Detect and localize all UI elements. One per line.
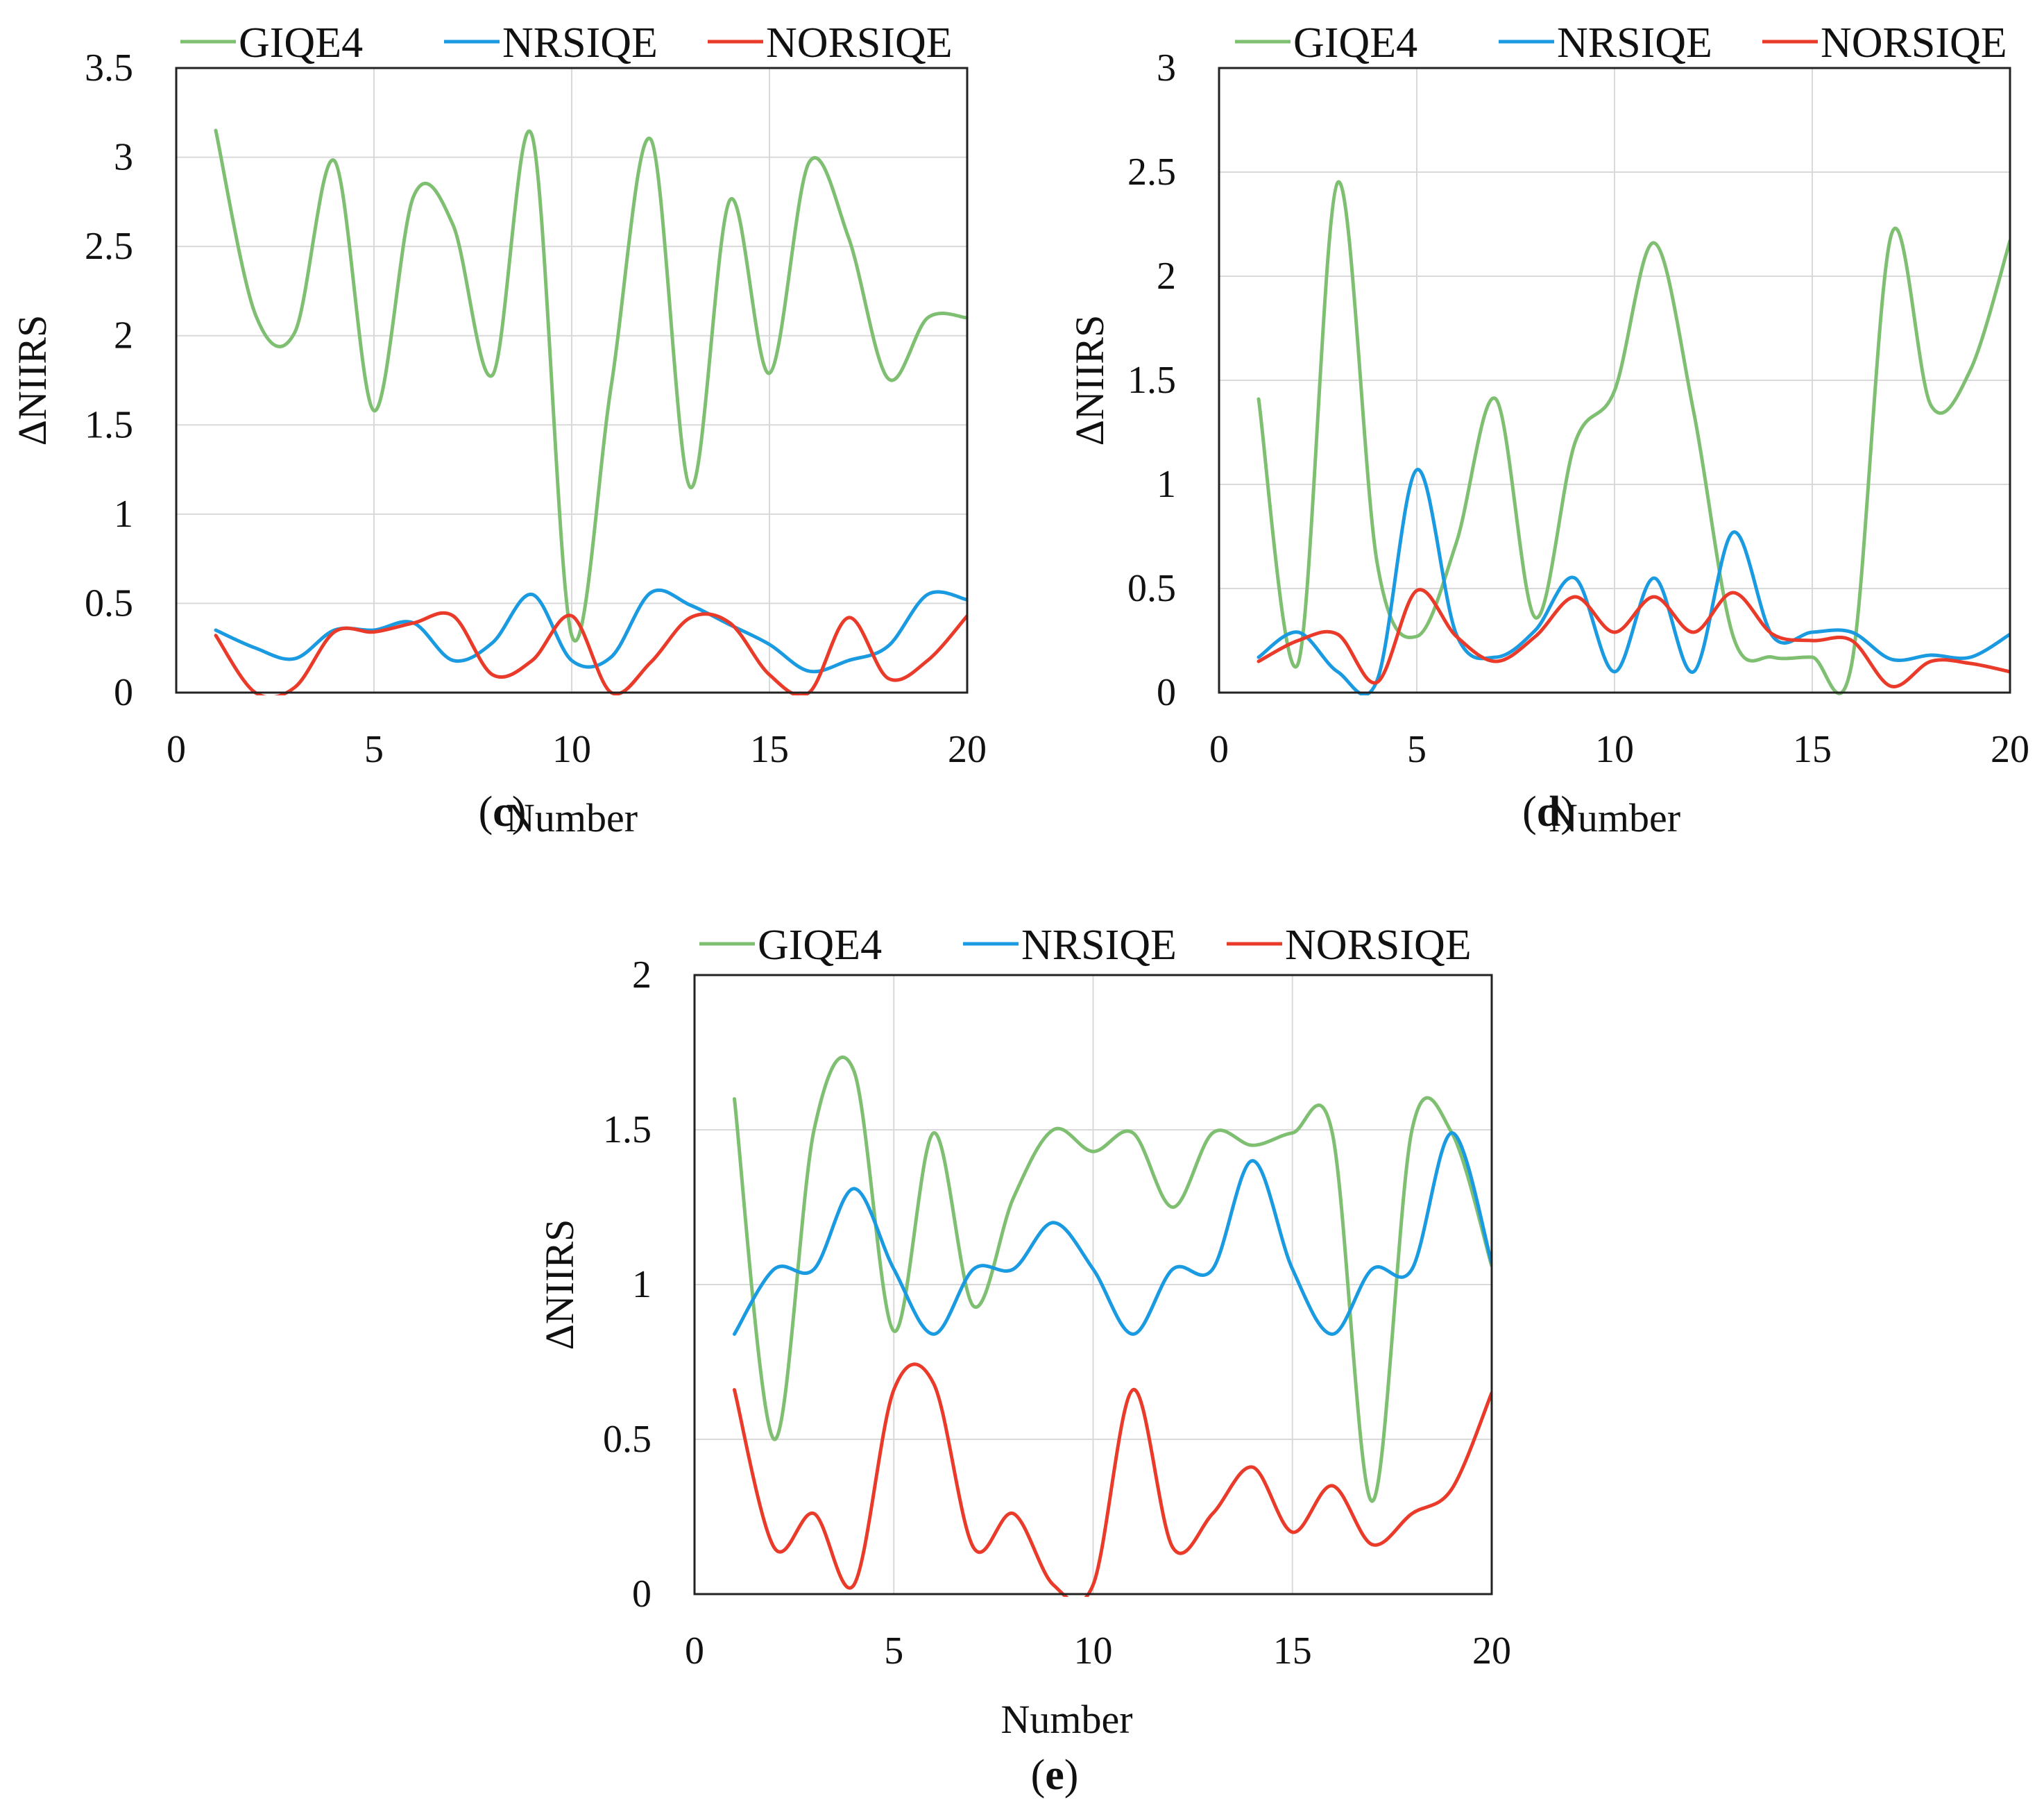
- gridlines: [1219, 68, 2010, 693]
- y-tick-label: 1.5: [1127, 359, 1176, 402]
- plot-frame: [693, 974, 1493, 1595]
- series-line-nrsiqe: [733, 1131, 1492, 1336]
- legend-label-norsiqe: NORSIQE: [766, 19, 953, 67]
- x-tick-label: 10: [552, 728, 591, 771]
- series-line-giqe4: [733, 1056, 1492, 1503]
- x-tick-label: 20: [1991, 728, 2029, 771]
- y-tick-labels: 0 0.5 1 1.5 2 2.5 3 3.5: [85, 46, 133, 714]
- y-tick-label: 0: [1157, 671, 1176, 714]
- legend-label-giqe4: GIQE4: [1293, 19, 1417, 67]
- series-line-norsiqe: [214, 611, 967, 695]
- y-tick-label: 0.5: [603, 1418, 651, 1461]
- y-tick-label: 2: [1157, 255, 1176, 298]
- x-tick-labels: 0 5 10 15 20: [685, 1629, 1511, 1673]
- gridlines: [176, 68, 967, 693]
- y-tick-label: 0: [632, 1573, 651, 1616]
- x-axis-title: Number: [506, 795, 638, 840]
- legend-label-nrsiqe: NRSIQE: [502, 19, 658, 67]
- panel-label: (e): [1031, 1752, 1079, 1799]
- y-tick-label: 2: [114, 314, 133, 357]
- y-tick-label: 1: [632, 1263, 651, 1306]
- x-tick-label: 15: [1273, 1629, 1312, 1673]
- series-line-nrsiqe: [214, 588, 967, 674]
- series-group: [733, 1056, 1492, 1597]
- y-tick-label: 1: [114, 493, 133, 536]
- panel-label: (c): [479, 788, 527, 836]
- series-line-norsiqe: [1257, 588, 2010, 688]
- series-line-norsiqe: [733, 1362, 1492, 1597]
- x-tick-label: 5: [364, 728, 384, 771]
- y-axis-title: ΔNIIRS: [1067, 315, 1112, 446]
- y-tick-label: 3: [1157, 46, 1176, 90]
- x-tick-label: 0: [167, 728, 186, 771]
- series-group: [214, 128, 967, 695]
- plot-frame: [175, 67, 969, 694]
- y-tick-label: 3: [114, 136, 133, 179]
- y-tick-label: 0.5: [1127, 567, 1176, 610]
- x-tick-label: 20: [1472, 1629, 1511, 1673]
- y-tick-label: 2.5: [85, 225, 133, 268]
- legend-label-nrsiqe: NRSIQE: [1021, 922, 1177, 969]
- x-tick-label: 20: [948, 728, 987, 771]
- series-line-giqe4: [214, 128, 967, 643]
- y-tick-label: 1: [1157, 463, 1176, 506]
- x-axis-title: Number: [1000, 1697, 1132, 1742]
- legend-label-giqe4: GIQE4: [758, 922, 882, 969]
- legend-label-norsiqe: NORSIQE: [1285, 922, 1472, 969]
- x-tick-label: 5: [884, 1629, 903, 1673]
- gridlines: [695, 975, 1492, 1594]
- chart-panel-c: 0 5 10 15 20 0 0.5 1 1.5 2 2.5 3 3.5 Number ΔNIIRS GIQE…: [10, 19, 987, 840]
- legend-label-giqe4: GIQE4: [239, 19, 363, 67]
- x-axis-title: Number: [1549, 795, 1680, 840]
- x-tick-label: 15: [1793, 728, 1832, 771]
- x-tick-label: 5: [1407, 728, 1426, 771]
- y-axis-title: ΔNIIRS: [10, 315, 55, 446]
- y-tick-labels: 0 0.5 1 1.5 2 2.5 3: [1127, 46, 1176, 714]
- series-line-giqe4: [1257, 180, 2010, 695]
- y-tick-labels: 0 0.5 1 1.5 2: [603, 954, 651, 1616]
- legend: GIQE4 NRSIQE NORSIQE: [1235, 19, 2007, 67]
- x-tick-label: 10: [1595, 728, 1634, 771]
- panel-label: (d): [1522, 788, 1575, 836]
- legend-label-nrsiqe: NRSIQE: [1557, 19, 1712, 67]
- y-tick-label: 0: [114, 671, 133, 714]
- chart-panel-d: 0 5 10 15 20 0 0.5 1 1.5 2 2.5 3 Number ΔNIIRS GIQE4 NR…: [1067, 19, 2029, 840]
- x-tick-label: 0: [1209, 728, 1229, 771]
- y-tick-label: 0.5: [85, 582, 133, 625]
- x-tick-labels: 0 5 10 15 20: [167, 728, 987, 771]
- x-tick-label: 0: [685, 1629, 704, 1673]
- x-tick-labels: 0 5 10 15 20: [1209, 728, 2029, 771]
- series-line-nrsiqe: [1257, 468, 2010, 695]
- legend: GIQE4 NRSIQE NORSIQE: [180, 19, 953, 67]
- x-tick-label: 15: [750, 728, 789, 771]
- x-tick-label: 10: [1074, 1629, 1113, 1673]
- y-tick-label: 1.5: [85, 403, 133, 446]
- y-axis-title: ΔNIIRS: [537, 1219, 582, 1350]
- chart-panel-e: 0 5 10 15 20 0 0.5 1 1.5 2 Number ΔNIIRS GIQE4 NRSIQE…: [537, 922, 1511, 1799]
- plot-frame: [1218, 67, 2011, 694]
- y-tick-label: 1.5: [603, 1108, 651, 1151]
- y-tick-label: 2: [632, 954, 651, 997]
- y-tick-label: 3.5: [85, 46, 133, 90]
- series-group: [1257, 180, 2010, 695]
- legend-label-norsiqe: NORSIQE: [1821, 19, 2007, 67]
- y-tick-label: 2.5: [1127, 151, 1176, 194]
- legend: GIQE4 NRSIQE NORSIQE: [699, 922, 1472, 969]
